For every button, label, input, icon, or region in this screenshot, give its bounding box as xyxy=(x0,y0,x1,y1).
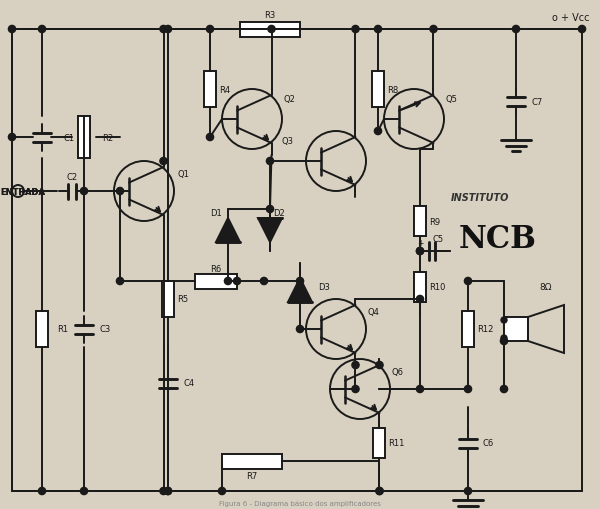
Circle shape xyxy=(80,188,88,195)
FancyBboxPatch shape xyxy=(204,72,216,108)
Polygon shape xyxy=(258,218,282,242)
Circle shape xyxy=(578,26,586,34)
Circle shape xyxy=(224,278,232,285)
Circle shape xyxy=(352,362,359,369)
Text: C3: C3 xyxy=(99,325,110,334)
Text: C6: C6 xyxy=(483,439,494,447)
Circle shape xyxy=(416,386,424,393)
Circle shape xyxy=(8,134,16,142)
Text: R5: R5 xyxy=(177,295,188,304)
FancyBboxPatch shape xyxy=(36,312,48,347)
Text: R3: R3 xyxy=(265,11,275,19)
Circle shape xyxy=(500,338,508,345)
Circle shape xyxy=(206,26,214,34)
Text: INSTITUTO: INSTITUTO xyxy=(451,192,509,203)
Text: C5: C5 xyxy=(433,235,443,244)
Circle shape xyxy=(206,134,214,142)
Text: o + Vcc: o + Vcc xyxy=(552,13,589,23)
Circle shape xyxy=(501,335,507,342)
Circle shape xyxy=(116,188,124,195)
FancyBboxPatch shape xyxy=(78,117,90,159)
Circle shape xyxy=(464,488,472,495)
Circle shape xyxy=(376,488,383,495)
Text: Q4: Q4 xyxy=(367,307,379,316)
Bar xyxy=(504,318,528,342)
Text: Q5: Q5 xyxy=(445,94,457,103)
Circle shape xyxy=(464,278,472,285)
Circle shape xyxy=(296,326,304,333)
Circle shape xyxy=(268,26,275,34)
Circle shape xyxy=(260,278,268,285)
Text: Q1: Q1 xyxy=(177,169,189,178)
FancyBboxPatch shape xyxy=(372,72,384,108)
FancyBboxPatch shape xyxy=(222,454,282,469)
Circle shape xyxy=(233,278,241,285)
Text: C4: C4 xyxy=(183,379,194,388)
FancyBboxPatch shape xyxy=(462,312,474,347)
Circle shape xyxy=(500,386,508,393)
Circle shape xyxy=(266,158,274,165)
Circle shape xyxy=(376,488,383,495)
Circle shape xyxy=(8,26,16,34)
Circle shape xyxy=(266,206,274,213)
Circle shape xyxy=(374,128,382,135)
Circle shape xyxy=(38,26,46,34)
Circle shape xyxy=(160,26,167,34)
Circle shape xyxy=(38,488,46,495)
Circle shape xyxy=(376,362,383,369)
Text: +: + xyxy=(417,238,423,247)
Circle shape xyxy=(501,318,507,323)
Circle shape xyxy=(352,386,359,393)
Text: R8: R8 xyxy=(387,86,398,94)
Text: C1: C1 xyxy=(63,133,74,142)
Text: R11: R11 xyxy=(389,439,405,447)
Text: R9: R9 xyxy=(429,217,440,226)
Text: R7: R7 xyxy=(247,471,257,480)
FancyBboxPatch shape xyxy=(414,272,426,302)
Text: Q6: Q6 xyxy=(391,367,403,376)
Text: Figura 6 - Diagrama básico dos amplificadores: Figura 6 - Diagrama básico dos amplifica… xyxy=(219,500,381,506)
Circle shape xyxy=(160,158,167,165)
Text: NCB: NCB xyxy=(459,224,537,255)
Circle shape xyxy=(352,26,359,34)
Text: D2: D2 xyxy=(273,208,285,217)
Text: R10: R10 xyxy=(429,283,445,292)
Text: 8Ω: 8Ω xyxy=(540,283,552,292)
Circle shape xyxy=(218,488,226,495)
Polygon shape xyxy=(216,218,240,242)
Text: D3: D3 xyxy=(318,283,330,292)
FancyBboxPatch shape xyxy=(162,281,174,318)
Circle shape xyxy=(296,278,304,285)
Text: C7: C7 xyxy=(531,97,542,106)
Circle shape xyxy=(430,26,437,34)
Text: C2: C2 xyxy=(67,172,77,181)
FancyBboxPatch shape xyxy=(195,274,237,289)
Circle shape xyxy=(80,488,88,495)
Text: R1: R1 xyxy=(57,325,68,334)
Text: R6: R6 xyxy=(211,265,221,274)
Circle shape xyxy=(164,488,172,495)
Circle shape xyxy=(416,248,424,255)
Text: ENTRADA: ENTRADA xyxy=(0,187,45,196)
FancyBboxPatch shape xyxy=(373,428,385,458)
Circle shape xyxy=(416,248,424,255)
Circle shape xyxy=(374,26,382,34)
FancyBboxPatch shape xyxy=(240,22,300,38)
Text: Q2: Q2 xyxy=(283,94,295,103)
Circle shape xyxy=(160,488,167,495)
Text: R12: R12 xyxy=(477,325,493,334)
Circle shape xyxy=(164,488,172,495)
Text: R4: R4 xyxy=(219,86,230,94)
Polygon shape xyxy=(288,278,312,302)
Circle shape xyxy=(512,26,520,34)
Text: ENTRADA: ENTRADA xyxy=(0,187,45,196)
FancyBboxPatch shape xyxy=(414,207,426,237)
Circle shape xyxy=(164,26,172,34)
Circle shape xyxy=(416,296,424,303)
Text: R2: R2 xyxy=(102,133,113,142)
Circle shape xyxy=(464,386,472,393)
Text: Q3: Q3 xyxy=(282,136,294,145)
Circle shape xyxy=(116,278,124,285)
Text: D1: D1 xyxy=(210,208,222,217)
